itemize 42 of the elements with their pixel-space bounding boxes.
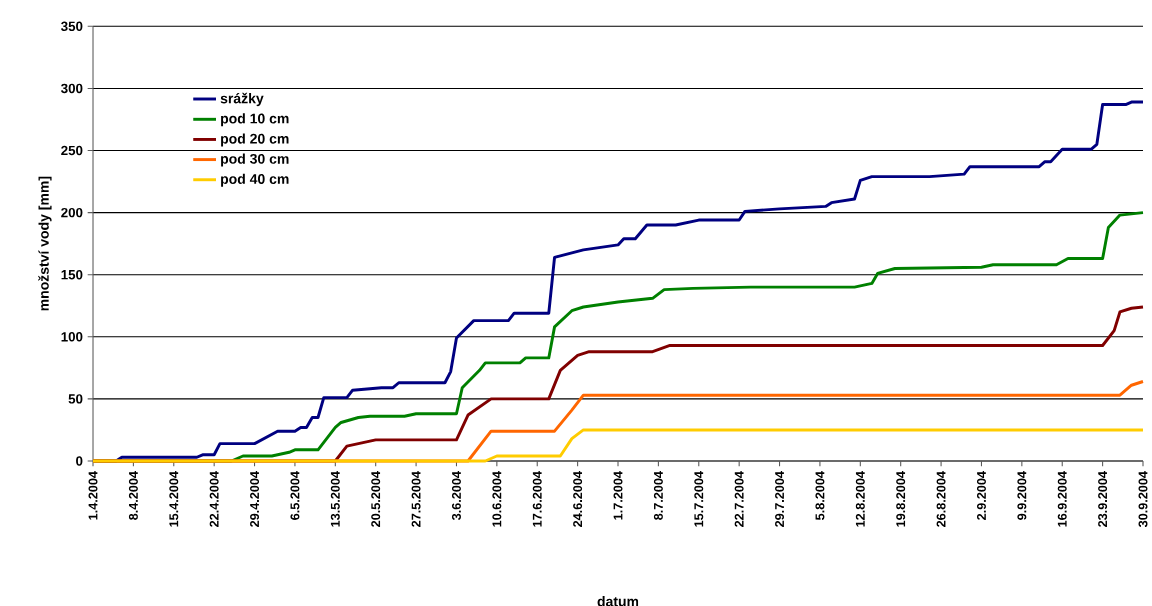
legend-label: pod 10 cm — [221, 113, 289, 127]
legend-label: pod 40 cm — [221, 173, 289, 187]
x-tick-label: 15.4.2004 — [169, 471, 179, 527]
x-tick-label: 20.5.2004 — [371, 471, 381, 527]
legend-label: pod 20 cm — [221, 133, 289, 147]
x-tick-label: 23.9.2004 — [1098, 471, 1108, 527]
x-tick-label: 5.8.2004 — [815, 471, 825, 520]
x-tick-label: 22.4.2004 — [209, 471, 219, 527]
y-tick-label: 200 — [61, 207, 83, 218]
x-tick-label: 12.8.2004 — [855, 471, 865, 527]
x-tick-label: 3.6.2004 — [451, 471, 461, 521]
x-tick-label: 16.9.2004 — [1057, 471, 1067, 527]
x-axis-title: datum — [597, 596, 639, 606]
x-tick-label: 2.9.2004 — [976, 471, 986, 520]
x-tick-label: 29.4.2004 — [250, 471, 260, 527]
x-tick-label: 17.6.2004 — [532, 471, 542, 527]
x-tick-label: 8.4.2004 — [128, 471, 138, 520]
x-tick-label: 30.9.2004 — [1138, 471, 1148, 528]
x-tick-label: 15.7.2004 — [694, 471, 704, 527]
x-tick-label: 1.7.2004 — [613, 471, 623, 520]
y-axis-title: množství vody [mm] — [38, 176, 52, 311]
x-tick-label: 22.7.2004 — [734, 471, 744, 527]
y-tick-label: 100 — [61, 332, 83, 342]
y-tick-label: 250 — [61, 145, 83, 156]
x-tick-label: 27.5.2004 — [411, 471, 421, 527]
y-tick-label: 150 — [61, 269, 83, 280]
x-tick-label: 26.8.2004 — [936, 471, 946, 527]
x-tick-label: 1.4.2004 — [88, 471, 98, 520]
x-tick-label: 29.7.2004 — [775, 471, 785, 527]
x-tick-label: 13.5.2004 — [330, 471, 340, 527]
y-tick-label: 300 — [61, 83, 83, 94]
x-tick-label: 6.5.2004 — [290, 471, 300, 520]
x-tick-label: 24.6.2004 — [573, 471, 583, 527]
y-tick-label: 50 — [68, 394, 83, 404]
legend-label: pod 30 cm — [221, 153, 289, 167]
x-tick-label: 8.7.2004 — [653, 471, 663, 520]
x-tick-label: 9.9.2004 — [1017, 471, 1027, 520]
legend-label: srážky — [220, 92, 264, 107]
x-tick-label: 10.6.2004 — [492, 471, 502, 527]
y-tick-label: 0 — [76, 456, 83, 466]
y-tick-label: 350 — [61, 21, 83, 32]
x-tick-label: 19.8.2004 — [896, 471, 906, 527]
